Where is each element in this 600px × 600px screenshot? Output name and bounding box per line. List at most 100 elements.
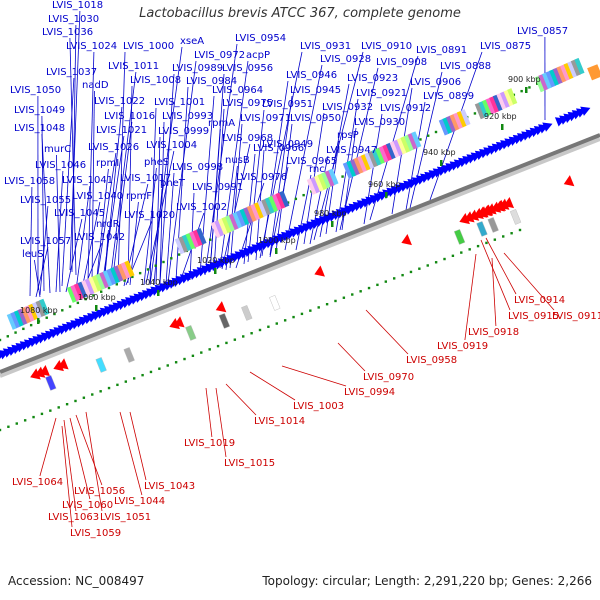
scale-tick (95, 305, 98, 311)
forward-gene-label-leader-line (75, 185, 91, 291)
reverse-gene-label-leader-line (225, 383, 257, 416)
forward-feature-block (587, 64, 600, 81)
forward-gene-label-leader-line (295, 174, 312, 251)
forward-feature-block (28, 303, 39, 321)
inner-tick-dot (225, 341, 228, 345)
reverse-gene-arrow (53, 359, 64, 372)
reverse-gene-label: LVIS_0915 (508, 311, 559, 322)
forward-gene-label-leader-line (167, 60, 197, 284)
outer-tick-dot (341, 175, 344, 178)
reverse-gene-label: LVIS_1043 (144, 481, 195, 492)
forward-gene-label: LVIS_0954 (235, 33, 286, 44)
scale-tick (37, 318, 40, 324)
forward-feature-block (91, 274, 103, 292)
forward-feature-block (113, 265, 124, 282)
forward-gene-label-leader-line (159, 121, 165, 284)
forward-gene-label: LVIS_1000 (123, 41, 174, 52)
forward-feature-block (559, 64, 571, 81)
reverse-feature-block (453, 229, 466, 245)
reverse-gene-label: LVIS_0911 (552, 311, 600, 322)
scale-label: 1060 kbp (78, 293, 116, 302)
reverse-gene-label: LVIS_0958 (406, 355, 457, 366)
inner-tick-dot (325, 302, 329, 306)
inner-tick-dot (183, 357, 186, 361)
reverse-gene-label-leader-line (63, 419, 77, 512)
reverse-gene-label: LVIS_1019 (184, 438, 235, 449)
reverse-gene-label: LVIS_1044 (114, 496, 165, 507)
forward-gene-label: LVIS_1001 (154, 97, 205, 108)
forward-feature-block (378, 145, 389, 163)
forward-feature-block (73, 283, 85, 300)
forward-feature-block (411, 131, 422, 148)
outer-tick-dot (520, 89, 523, 93)
outer-tick-dot (162, 260, 165, 264)
forward-gene-label: LVIS_0857 (517, 26, 568, 37)
reverse-gene-label-leader-line (61, 425, 73, 528)
forward-gene-label-leader-line (159, 73, 175, 284)
reverse-gene-label-leader-line (75, 414, 103, 486)
forward-gene-label-leader-line (127, 85, 133, 284)
inner-tick-dot (460, 251, 463, 254)
outer-tick-dot (76, 301, 80, 305)
inner-tick-dot (342, 296, 346, 299)
forward-feature-block (357, 155, 368, 173)
forward-gene-label: LVIS_0968 (222, 133, 273, 144)
inner-tick-dot (267, 325, 270, 328)
forward-gene-label-leader-line (149, 46, 183, 286)
inner-tick-dot (149, 370, 153, 374)
outer-tick-dot (22, 327, 25, 331)
outer-tick-dot (170, 257, 173, 260)
forward-feature-block (84, 278, 95, 295)
forward-feature-block (35, 300, 46, 317)
reverse-gene-arrow (459, 212, 470, 225)
forward-feature-block (117, 263, 128, 281)
forward-gene-label-leader-line (221, 143, 251, 270)
forward-gene-label: LVIS_0888 (440, 61, 491, 72)
forward-gene-label-leader-line (34, 259, 41, 298)
forward-gene-label: LVIS_0946 (286, 70, 337, 81)
forward-gene-label-leader-line (155, 136, 161, 285)
reverse-feature-block (509, 209, 522, 225)
forward-feature-block (225, 215, 236, 232)
forward-gene-label-leader-line (55, 170, 64, 293)
inner-tick-dot (443, 257, 446, 261)
inner-tick-dot (468, 248, 471, 251)
forward-gene-label-leader-line (319, 83, 350, 238)
forward-feature-block (393, 139, 404, 156)
inner-tick-dot (7, 425, 10, 428)
inner-tick-dot (502, 235, 505, 238)
forward-gene-label-leader-line (339, 67, 379, 231)
scale-tick (275, 248, 278, 254)
outer-tick-dot (115, 283, 118, 286)
forward-feature-block (489, 96, 500, 113)
scale-tick (501, 124, 504, 130)
forward-gene-label-leader-line (149, 107, 157, 284)
forward-gene-label: LVIS_1016 (104, 111, 155, 122)
forward-gene-label-leader-line (61, 77, 75, 287)
forward-gene-arrow (580, 106, 591, 116)
reverse-gene-arrow (215, 301, 227, 313)
reverse-gene-label-leader-line (119, 411, 143, 496)
inner-tick-dot (32, 415, 35, 419)
forward-gene-label-leader-line (81, 201, 101, 290)
forward-feature-block (460, 109, 471, 126)
outer-tick-dot (419, 138, 422, 141)
forward-gene-label: LVIS_0989 (172, 63, 223, 74)
forward-feature-block (563, 62, 574, 80)
forward-gene-label: LVIS_1026 (88, 142, 139, 153)
accession-text: Accession: NC_008497 (8, 574, 145, 588)
inner-tick-dot (132, 377, 136, 380)
forward-gene-label: LVIS_1011 (108, 61, 159, 72)
forward-feature-block (24, 305, 35, 322)
forward-feature-block (407, 132, 418, 150)
inner-tick-dot (275, 322, 278, 325)
scale-tick (157, 290, 160, 296)
forward-gene-label: LVIS_0912 (380, 103, 431, 114)
forward-gene-label: LVIS_1017 (120, 173, 171, 184)
inner-tick-dot (216, 344, 220, 348)
reverse-gene-label-leader-line (215, 387, 227, 458)
inner-tick-dot (283, 319, 287, 322)
forward-feature-block (400, 136, 411, 153)
forward-feature-block (570, 59, 581, 77)
forward-gene-label: LVIS_0875 (480, 41, 531, 52)
